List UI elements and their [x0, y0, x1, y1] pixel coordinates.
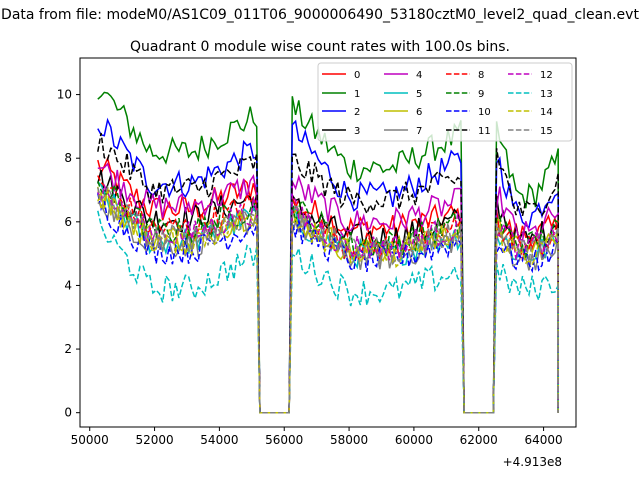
legend-label-3: 3 — [354, 126, 360, 137]
y-tick-label: 4 — [64, 278, 72, 292]
x-tick-label: 54000 — [200, 433, 238, 447]
y-tick-label: 8 — [64, 151, 72, 165]
plot-lines — [97, 91, 559, 414]
y-tick-label: 6 — [64, 215, 72, 229]
legend-label-15: 15 — [540, 126, 553, 137]
y-tick-label: 10 — [57, 88, 72, 102]
figure-suptitle: Data from file: modeM0/AS1C09_011T06_900… — [1, 7, 639, 23]
legend-label-13: 13 — [540, 89, 553, 100]
chart-title: Quadrant 0 module wise count rates with … — [130, 39, 510, 55]
legend-label-6: 6 — [416, 107, 422, 118]
x-tick-label: 56000 — [265, 433, 303, 447]
x-tick-label: 64000 — [524, 433, 562, 447]
y-tick-label: 0 — [64, 406, 72, 420]
y-tick-label: 2 — [64, 342, 72, 356]
legend-frame — [317, 62, 573, 142]
legend-label-11: 11 — [478, 126, 491, 137]
legend-label-1: 1 — [354, 89, 360, 100]
x-tick-label: 52000 — [135, 433, 173, 447]
series-line-15 — [97, 185, 559, 414]
legend-label-8: 8 — [478, 70, 484, 81]
legend-label-7: 7 — [416, 126, 422, 137]
legend-label-0: 0 — [354, 70, 360, 81]
legend-label-10: 10 — [478, 107, 491, 118]
axes-frame — [79, 57, 577, 428]
x-offset-label: +4.913e8 — [503, 455, 562, 469]
series-line-10 — [97, 193, 559, 414]
y-axis: 0 2 4 6 8 10 — [57, 88, 80, 420]
legend-label-9: 9 — [478, 89, 484, 100]
x-axis: 50000 52000 54000 56000 58000 60000 62000 64000 — [71, 427, 563, 447]
x-tick-label: 62000 — [460, 433, 498, 447]
x-tick-label: 50000 — [71, 433, 109, 447]
legend-label-4: 4 — [416, 70, 422, 81]
legend-label-14: 14 — [540, 107, 553, 118]
x-tick-label: 60000 — [395, 433, 433, 447]
legend-label-2: 2 — [354, 107, 360, 118]
legend-label-12: 12 — [540, 70, 553, 81]
legend-label-5: 5 — [416, 89, 422, 100]
series-line-13 — [97, 210, 559, 414]
x-tick-label: 58000 — [330, 433, 368, 447]
